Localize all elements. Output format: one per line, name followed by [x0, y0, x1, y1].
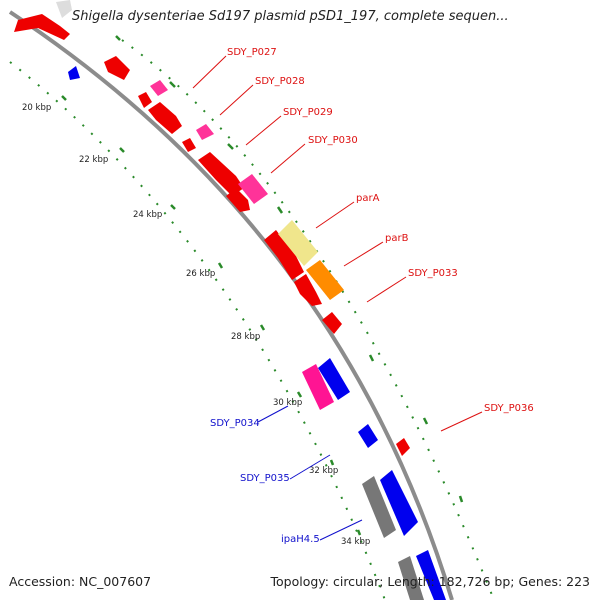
tick-label: 32 kbp	[309, 466, 338, 476]
cds-feature[interactable]	[238, 174, 268, 204]
feature-label: ipaH4.5	[281, 534, 320, 545]
feature-labels: SDY_P027 SDY_P028 SDY_P029 SDY_P030 parA…	[210, 47, 534, 545]
feature-label: SDY_P035	[240, 473, 290, 484]
cds-feature[interactable]	[68, 66, 80, 80]
feature-label: parB	[385, 233, 409, 244]
feature-label: SDY_P034	[210, 418, 260, 429]
feature-label: SDY_P033	[408, 268, 458, 279]
tick-label: 24 kbp	[133, 210, 162, 220]
cds-feature[interactable]	[396, 438, 410, 456]
cds-feature[interactable]	[14, 14, 70, 40]
cds-feature[interactable]	[322, 312, 342, 334]
cds-feature[interactable]	[380, 470, 418, 536]
cds-feature[interactable]	[104, 56, 130, 80]
accession-text: Accession: NC_007607	[9, 574, 152, 589]
cds-feature[interactable]	[196, 124, 214, 140]
cds-feature[interactable]	[226, 188, 250, 212]
reverse-features	[68, 66, 446, 600]
topology-summary: Topology: circular; Length: 182,726 bp; …	[270, 574, 591, 589]
cds-feature[interactable]	[306, 260, 344, 300]
cds-feature[interactable]	[294, 274, 322, 306]
feature-label: SDY_P029	[283, 107, 333, 118]
cds-feature[interactable]	[150, 80, 168, 96]
cds-feature[interactable]	[362, 476, 396, 538]
tick-label: 20 kbp	[22, 103, 51, 113]
map-title: Shigella dysenteriae Sd197 plasmid pSD1_…	[72, 9, 509, 24]
inner-major-ticks	[61, 95, 362, 536]
tick-label: 28 kbp	[231, 332, 260, 342]
feature-label: SDY_P036	[484, 403, 534, 414]
forward-features	[14, 0, 410, 456]
tick-labels: 20 kbp 22 kbp 24 kbp 26 kbp 28 kbp 30 kb…	[22, 103, 370, 547]
tick-label: 22 kbp	[79, 155, 108, 165]
label-leaders	[192, 55, 483, 541]
feature-label: SDY_P027	[227, 47, 277, 58]
tick-label: 34 kbp	[341, 537, 370, 547]
cds-feature[interactable]	[278, 220, 318, 266]
cds-feature[interactable]	[198, 152, 244, 196]
cds-feature[interactable]	[182, 138, 196, 152]
cds-feature[interactable]	[318, 358, 350, 400]
feature-label: parA	[356, 193, 380, 204]
feature-label: SDY_P030	[308, 135, 358, 146]
cds-feature[interactable]	[398, 556, 424, 600]
cds-feature[interactable]	[264, 230, 304, 280]
cds-feature[interactable]	[148, 102, 182, 134]
tick-label: 30 kbp	[273, 398, 302, 408]
cds-feature[interactable]	[416, 550, 446, 600]
cds-feature[interactable]	[56, 0, 72, 18]
feature-label: SDY_P028	[255, 76, 305, 87]
cds-feature[interactable]	[302, 364, 334, 410]
cds-feature[interactable]	[138, 92, 152, 108]
cds-feature[interactable]	[358, 424, 378, 448]
tick-label: 26 kbp	[186, 269, 215, 279]
